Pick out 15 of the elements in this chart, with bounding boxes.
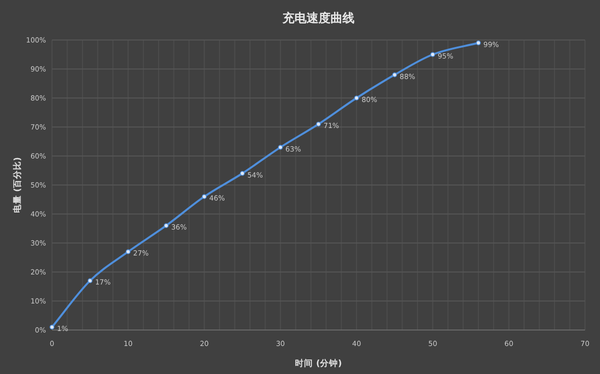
point [316,122,321,126]
point [278,144,283,150]
point [354,96,359,100]
point [476,40,481,46]
chart-title: 充电速度曲线 [282,11,354,25]
point [240,171,245,176]
point [202,194,207,199]
point [88,278,92,284]
x-axis-title: 时间 (分钟) [295,358,342,369]
point [164,223,169,228]
point [126,249,131,254]
point [430,52,436,57]
point [392,72,398,78]
point [50,324,54,330]
y-axis-title: 电量 (百分比) [12,157,23,213]
